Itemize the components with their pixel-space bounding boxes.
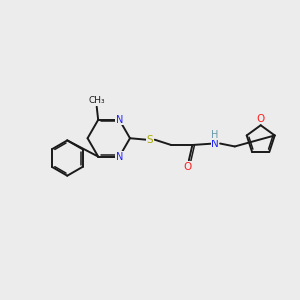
Text: N: N xyxy=(116,115,123,125)
Text: N: N xyxy=(116,152,123,162)
Text: O: O xyxy=(183,162,191,172)
Text: O: O xyxy=(256,114,265,124)
Text: CH₃: CH₃ xyxy=(88,96,105,105)
Text: S: S xyxy=(147,135,153,145)
Text: N: N xyxy=(211,139,219,148)
Text: H: H xyxy=(212,130,219,140)
